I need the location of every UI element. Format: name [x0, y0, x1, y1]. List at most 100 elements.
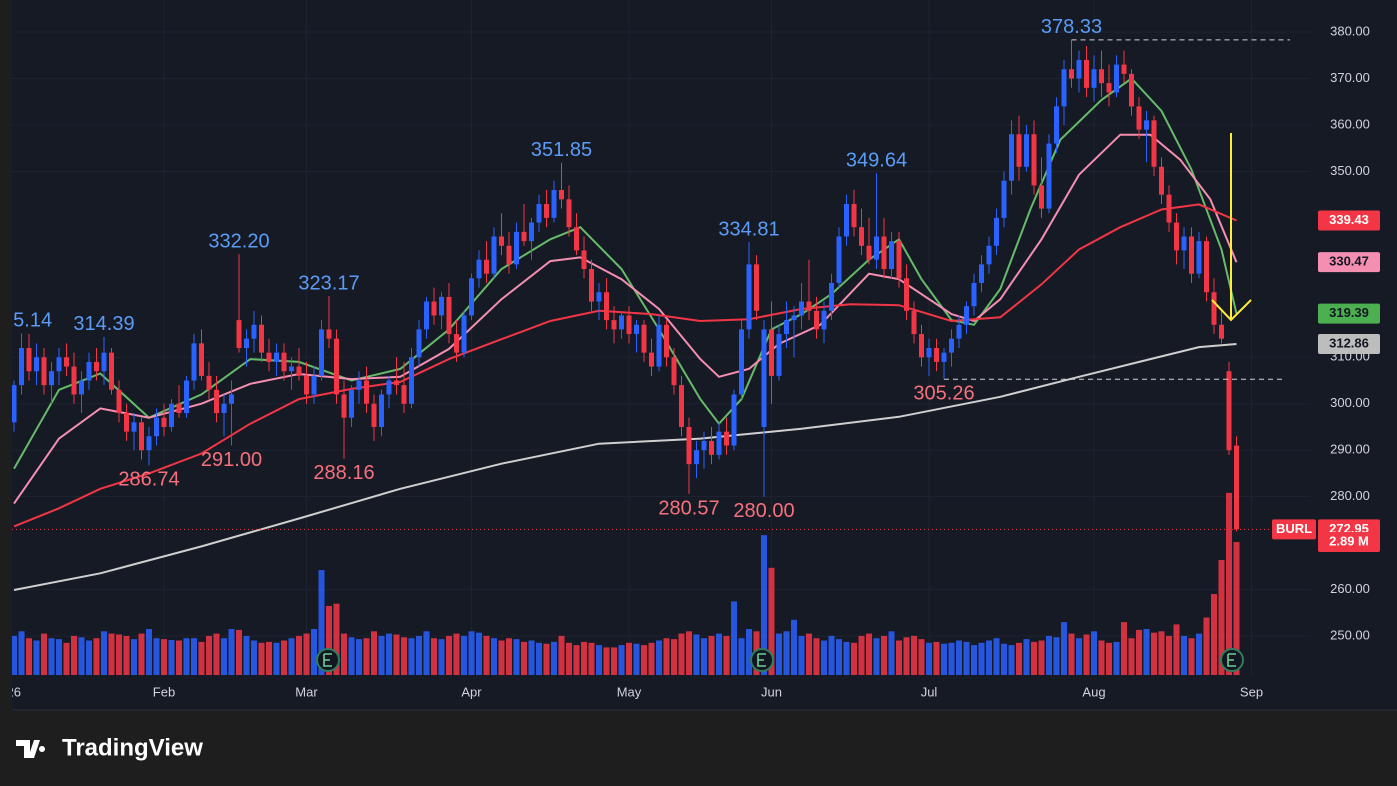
candle-body: [664, 324, 669, 358]
volume-bar: [161, 639, 167, 675]
y-tick-label: 300.00: [1330, 395, 1370, 410]
candle-body: [634, 324, 639, 335]
candle-body: [574, 227, 579, 251]
x-tick-label: Jun: [761, 684, 782, 699]
candle-body: [919, 334, 924, 358]
x-tick-label: Jul: [921, 684, 938, 699]
candle-body: [139, 422, 144, 451]
volume-bar: [1226, 492, 1232, 675]
candle-body: [371, 403, 377, 427]
volume-bar: [768, 567, 775, 675]
volume-bar: [828, 635, 835, 675]
candle-body: [64, 357, 69, 367]
candle-body: [761, 329, 767, 427]
candle-body: [221, 403, 227, 414]
volume-bar: [1038, 640, 1045, 675]
candle-body: [896, 241, 902, 279]
candle-body: [791, 315, 797, 321]
arrow-drawing: [1211, 133, 1252, 322]
volume-bar: [138, 633, 145, 675]
volume-bar: [933, 641, 940, 675]
candle-body: [941, 352, 947, 362]
candle-body: [161, 417, 167, 427]
volume-bar: [266, 641, 272, 675]
candle-body: [326, 329, 332, 339]
candle-body: [836, 236, 842, 283]
volume-bar: [48, 638, 55, 675]
candle-body: [866, 245, 872, 260]
candle-body: [589, 269, 594, 302]
candle-body: [236, 320, 242, 348]
candle-body: [799, 301, 804, 316]
volume-bar: [881, 635, 887, 675]
candle-body: [934, 347, 939, 362]
volume-bar: [408, 638, 415, 675]
volume-bar: [86, 640, 92, 675]
volume-bar: [783, 631, 790, 675]
volume-bar: [1121, 622, 1127, 675]
volume-bar: [221, 638, 227, 675]
candle-body: [994, 217, 999, 246]
candle-body: [1121, 64, 1127, 74]
candle-body: [259, 324, 264, 353]
x-tick-label: 2026: [0, 684, 21, 699]
price-label-box: [1318, 252, 1380, 273]
candle-body: [979, 264, 984, 283]
volume-bar: [648, 642, 655, 675]
volume-bar: [326, 606, 332, 675]
candle-body: [1031, 134, 1037, 186]
candle-body: [401, 385, 407, 404]
candle-body: [829, 282, 834, 311]
price-label: 319.39: [1329, 305, 1369, 320]
volume-bar: [948, 642, 955, 675]
volume-bar: [1143, 629, 1150, 675]
volume-bar: [678, 633, 685, 675]
candle-body: [859, 227, 864, 246]
volume-bar: [851, 642, 857, 675]
candle-body: [1136, 106, 1142, 130]
volume-bar: [761, 535, 767, 675]
candle-body: [1219, 324, 1224, 339]
candle-body: [1196, 241, 1202, 274]
candle-body: [716, 431, 722, 455]
volume-bar: [858, 635, 865, 675]
high-label: 351.85: [531, 139, 592, 161]
volume-bar: [1181, 635, 1187, 675]
volume-bar: [213, 633, 220, 675]
volume-bar: [1128, 638, 1135, 675]
volume-bar: [1053, 637, 1060, 675]
x-tick-label: May: [617, 684, 642, 699]
candle-body: [596, 292, 602, 302]
y-tick-label: 260.00: [1330, 581, 1370, 596]
candle-body: [499, 236, 504, 246]
low-label: 280.00: [733, 500, 794, 522]
candle-body: [169, 403, 174, 427]
candle-body: [971, 282, 977, 307]
volume-bar: [1068, 633, 1075, 675]
candle-body: [1174, 222, 1179, 251]
high-label: 323.17: [298, 272, 359, 294]
candle-body: [874, 236, 879, 260]
volume-bar: [776, 633, 782, 675]
candle-body: [56, 357, 62, 372]
volume-bar: [731, 601, 737, 675]
candle-body: [851, 203, 857, 228]
candle-body: [491, 236, 497, 274]
volume-bar: [956, 640, 962, 675]
candle-body: [1204, 241, 1209, 293]
volume-bar: [93, 638, 100, 675]
candle-body: [71, 366, 77, 395]
candle-body: [319, 329, 324, 376]
high-label: 334.81: [718, 218, 779, 240]
volume-bar: [693, 634, 700, 675]
candle-body: [1211, 292, 1217, 325]
candle-body: [911, 310, 917, 335]
candle-body: [514, 231, 519, 265]
volume-bar: [536, 642, 542, 675]
volume-bar: [1203, 617, 1210, 675]
candle-body: [739, 329, 744, 395]
volume-bar: [12, 635, 17, 675]
volume-bar: [1218, 560, 1225, 675]
volume-bar: [123, 635, 130, 675]
